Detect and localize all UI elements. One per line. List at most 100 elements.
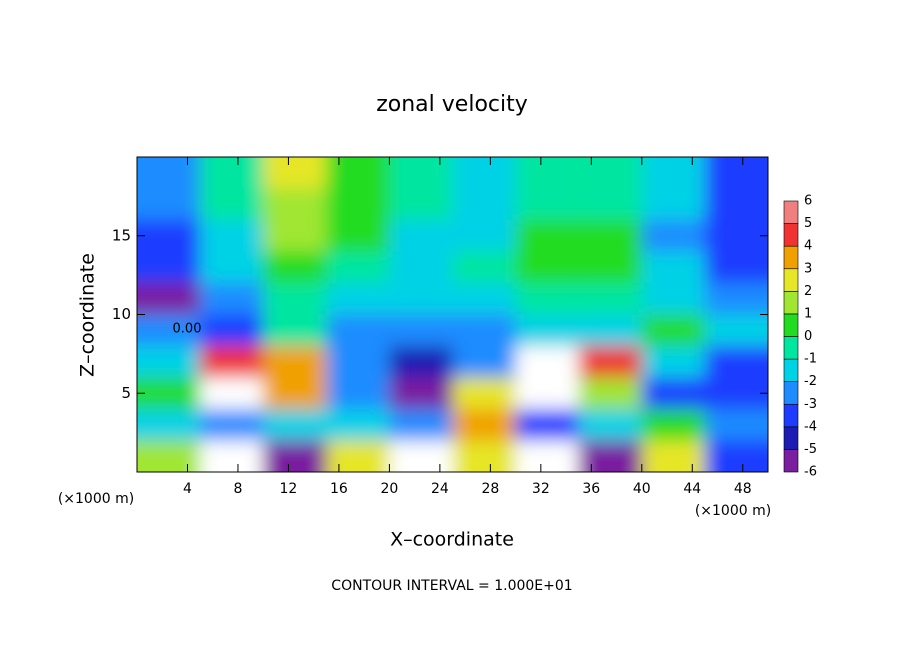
- heat-cell: [515, 314, 579, 346]
- x-tick-label: 48: [734, 481, 752, 497]
- x-unit-label: (×1000 m): [58, 491, 134, 507]
- heat-cell: [452, 283, 516, 315]
- colorbar-label: 3: [804, 261, 812, 276]
- heat-cell: [326, 157, 390, 189]
- heat-cell: [389, 283, 453, 315]
- heat-cell: [704, 157, 768, 189]
- heat-cell: [326, 346, 390, 378]
- colorbar-label: -2: [804, 374, 817, 389]
- y-tick-label: 10: [112, 305, 131, 323]
- heat-cell: [200, 251, 264, 283]
- colorbar-swatch: [783, 403, 799, 428]
- heat-cell: [137, 283, 201, 315]
- heat-cell: [263, 188, 327, 220]
- heat-cell: [704, 251, 768, 283]
- heat-cell: [452, 251, 516, 283]
- heat-cell: [515, 283, 579, 315]
- heat-cell: [326, 188, 390, 220]
- heat-cell: [704, 346, 768, 378]
- colorbar-label: -4: [804, 419, 817, 434]
- heat-cell: [578, 251, 642, 283]
- heat-cell: [389, 251, 453, 283]
- heat-cell: [200, 283, 264, 315]
- heat-cell: [452, 440, 516, 472]
- heat-cell: [326, 440, 390, 472]
- x-tick-label: 40: [633, 481, 651, 497]
- colorbar-label: -3: [804, 397, 817, 412]
- heatmap-field: [137, 157, 768, 472]
- heat-cell: [641, 188, 705, 220]
- x-tick-label: 28: [481, 481, 499, 497]
- y-tick-label: 15: [112, 226, 131, 244]
- colorbar-label: -6: [804, 465, 817, 480]
- heat-cell: [641, 283, 705, 315]
- heat-cell: [452, 377, 516, 409]
- heat-cell: [389, 440, 453, 472]
- heat-cell: [389, 220, 453, 252]
- colorbar-swatch: [783, 426, 799, 450]
- heatmap: [137, 157, 768, 472]
- heat-cell: [200, 157, 264, 189]
- heat-cell: [389, 314, 453, 346]
- heat-cell: [578, 409, 642, 441]
- heat-cell: [452, 346, 516, 378]
- heat-cell: [137, 440, 201, 472]
- chart-title: zonal velocity: [376, 92, 528, 117]
- heat-cell: [452, 409, 516, 441]
- heat-cell: [515, 251, 579, 283]
- heat-cell: [263, 283, 327, 315]
- heat-cell: [641, 377, 705, 409]
- heat-cell: [263, 440, 327, 472]
- colorbar-swatch: [783, 291, 799, 315]
- heat-cell: [389, 188, 453, 220]
- colorbar-label: 2: [804, 284, 812, 299]
- heat-cell: [263, 346, 327, 378]
- x-tick-label: 12: [280, 481, 298, 497]
- heat-cell: [263, 157, 327, 189]
- heat-cell: [641, 440, 705, 472]
- heat-cell: [137, 188, 201, 220]
- heat-cell: [326, 251, 390, 283]
- colorbar-label: 1: [804, 306, 812, 321]
- heat-cell: [641, 314, 705, 346]
- colorbar-label: 4: [804, 239, 812, 254]
- colorbar-swatch: [783, 449, 799, 473]
- colorbar-label: -1: [804, 352, 817, 367]
- heat-cell: [263, 220, 327, 252]
- heat-cell: [704, 377, 768, 409]
- heat-cell: [641, 157, 705, 189]
- heat-cell: [515, 220, 579, 252]
- heat-cell: [515, 346, 579, 378]
- heat-cell: [578, 188, 642, 220]
- heat-cell: [137, 157, 201, 189]
- heat-cell: [578, 157, 642, 189]
- x-tick-label: 20: [380, 481, 398, 497]
- x-axis-label: X–coordinate: [390, 529, 514, 551]
- contour-label: 0.00: [173, 322, 202, 337]
- heat-cell: [704, 314, 768, 346]
- colorbar-swatch: [783, 200, 799, 224]
- x-tick-label: 16: [330, 481, 348, 497]
- heat-cell: [389, 409, 453, 441]
- y-axis-label: Z–coordinate: [77, 253, 99, 377]
- heat-cell: [578, 440, 642, 472]
- heat-cell: [704, 220, 768, 252]
- heat-cell: [641, 220, 705, 252]
- heat-cell: [200, 314, 264, 346]
- heat-cell: [200, 346, 264, 378]
- heat-cell: [515, 188, 579, 220]
- heat-cell: [578, 314, 642, 346]
- heat-cell: [515, 377, 579, 409]
- heat-cell: [200, 440, 264, 472]
- colorbar-label: -5: [804, 442, 817, 457]
- x-tick-label: 32: [532, 481, 550, 497]
- heat-cell: [137, 314, 201, 346]
- heat-cell: [452, 157, 516, 189]
- colorbar-swatch: [783, 381, 799, 405]
- heat-cell: [578, 283, 642, 315]
- heat-cell: [389, 377, 453, 409]
- heat-cell: [515, 409, 579, 441]
- colorbar-swatch: [783, 313, 799, 337]
- colorbar-swatch: [783, 245, 799, 270]
